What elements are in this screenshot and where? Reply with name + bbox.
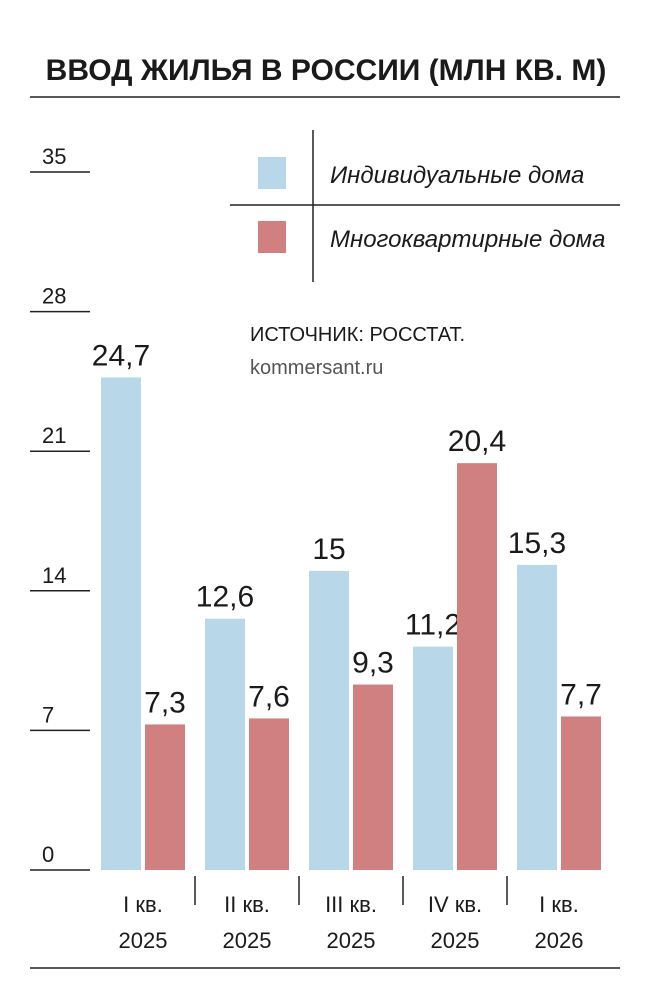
y-tick-label: 21 — [42, 423, 66, 448]
bar — [101, 377, 141, 870]
x-tick-label: II кв. 2025 — [223, 892, 272, 953]
chart-title: ВВОД ЖИЛЬЯ В РОССИИ (МЛН КВ. М) — [46, 54, 607, 87]
bar — [249, 718, 289, 870]
value-label: 20,4 — [448, 425, 506, 458]
y-tick-label: 14 — [42, 563, 66, 588]
x-tick-label: III кв. 2025 — [325, 892, 377, 953]
bar — [145, 724, 185, 870]
value-label: 9,3 — [352, 647, 394, 680]
value-label: 15 — [312, 533, 345, 566]
y-tick-label: 0 — [42, 842, 54, 867]
legend-swatch — [258, 157, 286, 189]
bar — [561, 716, 601, 870]
y-tick-label: 35 — [42, 144, 66, 169]
value-label: 11,2 — [405, 609, 461, 642]
value-label: 7,3 — [144, 686, 186, 719]
legend-swatch — [258, 221, 286, 253]
bar — [413, 646, 453, 870]
bar — [457, 463, 497, 870]
x-tick-label: I кв. 2025 — [119, 892, 168, 953]
bar — [353, 684, 393, 870]
bar — [517, 564, 557, 870]
y-tick-label: 28 — [42, 284, 66, 309]
source: ИСТОЧНИК: РОССТАТ. — [250, 324, 465, 346]
value-label: 12,6 — [196, 581, 254, 614]
y-tick-label: 7 — [42, 702, 54, 727]
bar — [309, 570, 349, 870]
value-label: 24,7 — [92, 339, 150, 372]
bar — [205, 618, 245, 870]
x-tick-label: IV кв. 2025 — [428, 892, 482, 953]
legend-label: Многоквартирные дома — [330, 226, 605, 253]
value-label: 15,3 — [508, 527, 566, 560]
x-tick-label: I кв. 2026 — [535, 892, 584, 953]
value-label: 7,7 — [560, 678, 602, 711]
legend-label: Индивидуальные дома — [330, 162, 584, 189]
value-label: 7,6 — [248, 680, 290, 713]
site: kommersant.ru — [250, 357, 383, 379]
